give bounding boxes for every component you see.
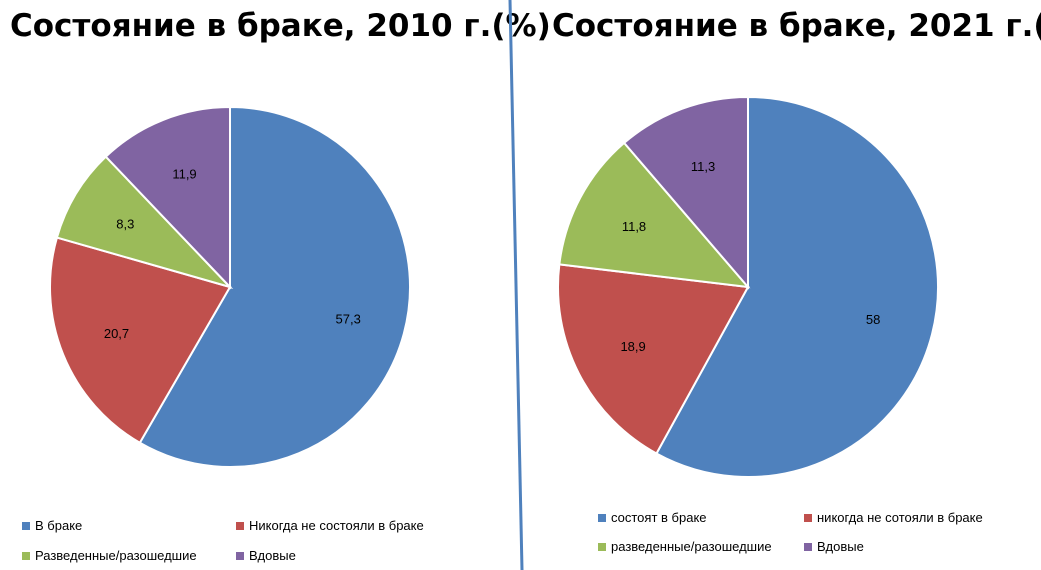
legend-item-widowed-2010: Вдовые bbox=[236, 548, 296, 563]
pie-slice-divorced bbox=[55, 155, 234, 289]
legend-label: В браке bbox=[35, 518, 83, 533]
data-label-never-married: 18,9 bbox=[620, 339, 645, 354]
pie-chart-2021: 58 18,9 11,8 11,3 bbox=[556, 95, 939, 478]
legend-swatch bbox=[22, 521, 30, 530]
legend-label: разведенные/разошедшие bbox=[611, 539, 772, 554]
legend-label: никогда не сотояли в браке bbox=[817, 510, 983, 525]
divider-line bbox=[508, 0, 524, 570]
legend-swatch bbox=[804, 513, 812, 522]
legend-label: Никогда не состояли в браке bbox=[249, 518, 424, 533]
legend-item-never-married-2021: никогда не сотояли в браке bbox=[804, 510, 983, 525]
legend-item-widowed-2021: Вдовые bbox=[804, 539, 864, 554]
data-label-married: 58 bbox=[866, 312, 880, 327]
legend-label: состоят в браке bbox=[611, 510, 707, 525]
pie-slice-widowed bbox=[104, 105, 231, 290]
pie-slice-married bbox=[138, 105, 411, 468]
data-label-widowed: 11,3 bbox=[691, 159, 715, 174]
data-label-married: 57,3 bbox=[336, 312, 361, 327]
data-label-divorced: 8,3 bbox=[116, 217, 134, 232]
pie-slice-divorced bbox=[558, 141, 751, 289]
chart-title-2010: Состояние в браке, 2010 г.(%) bbox=[10, 8, 551, 44]
legend-swatch bbox=[598, 542, 606, 551]
legend-swatch bbox=[236, 521, 244, 530]
legend-label: Разведенные/разошедшие bbox=[35, 548, 197, 563]
legend-swatch bbox=[22, 551, 30, 560]
data-label-never-married: 20,7 bbox=[104, 326, 129, 341]
pie-slice-married bbox=[655, 95, 939, 478]
legend-item-divorced-2010: Разведенные/разошедшие bbox=[22, 548, 197, 563]
chart-title-2021: Состояние в браке, 2021 г.(%) bbox=[552, 8, 1041, 44]
legend-item-never-married-2010: Никогда не состояли в браке bbox=[236, 518, 424, 533]
legend-item-divorced-2021: разведенные/разошедшие bbox=[598, 539, 772, 554]
legend-label: Вдовые bbox=[817, 539, 864, 554]
legend-label: Вдовые bbox=[249, 548, 296, 563]
data-label-divorced: 11,8 bbox=[622, 219, 646, 234]
legend-swatch bbox=[236, 551, 244, 560]
pie-chart-2010: 57,3 20,7 8,3 11,9 bbox=[49, 105, 411, 468]
data-label-widowed: 11,9 bbox=[172, 166, 196, 181]
legend-item-married-2021: состоят в браке bbox=[598, 510, 707, 525]
pie-slice-never-married bbox=[49, 236, 232, 445]
legend-swatch bbox=[598, 513, 606, 522]
pie-slice-never-married bbox=[556, 263, 750, 455]
legend-item-married-2010: В браке bbox=[22, 518, 82, 533]
pie-slice-widowed bbox=[622, 95, 749, 290]
legend-swatch bbox=[804, 542, 812, 551]
